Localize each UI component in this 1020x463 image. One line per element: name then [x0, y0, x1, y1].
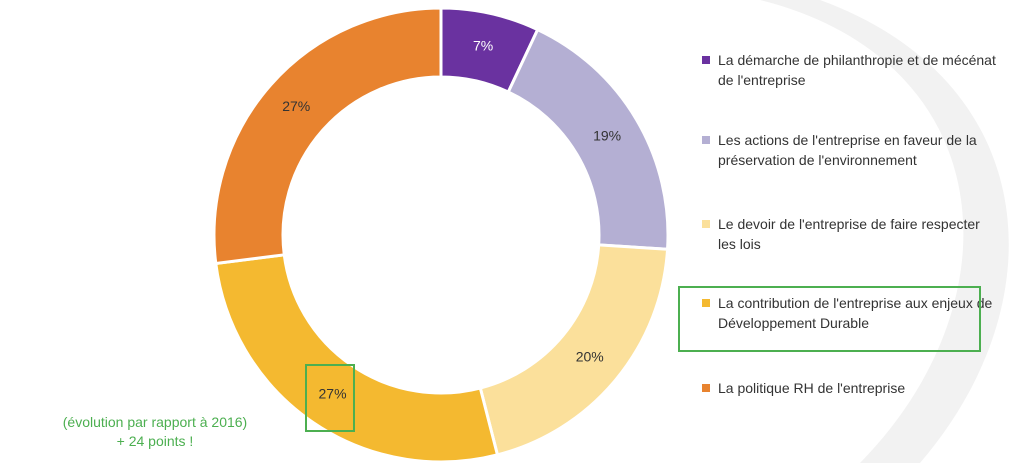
legend-item: Les actions de l'entreprise en faveur de… [700, 130, 1000, 170]
slice [478, 243, 670, 457]
legend-label: La démarche de philanthropie et de mécén… [718, 52, 996, 88]
slice [212, 6, 443, 266]
legend-item: La contribution de l'entreprise aux enje… [700, 293, 1000, 333]
legend-swatch [702, 220, 710, 228]
legend-label: La contribution de l'entreprise aux enje… [718, 295, 993, 331]
legend-item: Le devoir de l'entreprise de faire respe… [700, 214, 1000, 254]
legend-swatch [702, 56, 710, 64]
annotation: (évolution par rapport à 2016) [62, 414, 248, 430]
legend-swatch [702, 384, 710, 392]
legend-item: La démarche de philanthropie et de mécén… [700, 50, 1000, 90]
value-label: 27% [319, 385, 347, 401]
slice [214, 253, 500, 463]
highlight-box [678, 286, 981, 352]
legend-label: Les actions de l'entreprise en faveur de… [718, 132, 977, 168]
legend-swatch [702, 136, 710, 144]
value-label: 20% [576, 349, 604, 365]
legend-label: La politique RH de l'entreprise [718, 380, 906, 396]
annotation: + 24 points ! [116, 433, 194, 449]
value-label: 27% [282, 98, 310, 114]
value-label: 19% [593, 127, 621, 143]
background-swoosh [760, 0, 1009, 463]
highlight-box [305, 364, 355, 432]
slice [506, 27, 670, 251]
legend-swatch [702, 299, 710, 307]
value-label: 7% [473, 37, 493, 53]
legend-label: Le devoir de l'entreprise de faire respe… [718, 216, 980, 252]
legend-item: La politique RH de l'entreprise [700, 378, 1000, 398]
